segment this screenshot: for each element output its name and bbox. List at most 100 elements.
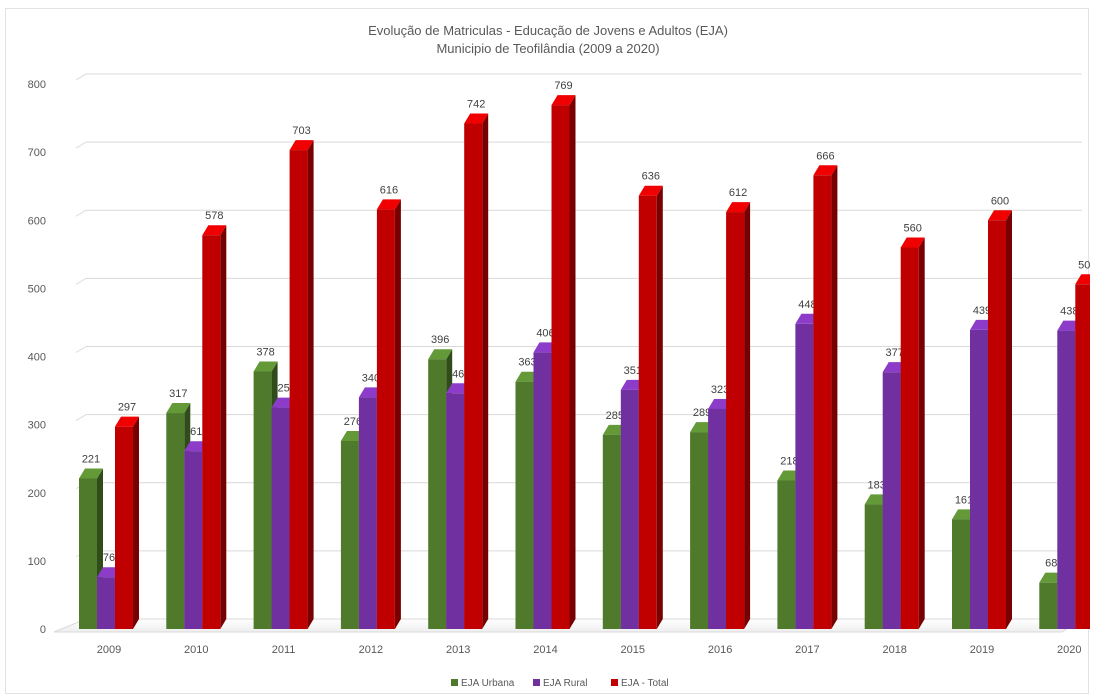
y-axis: 0 100 200 300 400 500 600 700 800 [28,79,46,636]
data-label: 448 [798,299,816,311]
bar-total-2011 [289,140,314,630]
y-tick-label: 700 [28,147,46,159]
bar-top [726,202,751,213]
data-label: 351 [624,365,642,377]
bar-top [428,349,453,360]
data-label: 363 [518,357,536,369]
bar-top [900,237,925,248]
data-label: 560 [904,223,922,235]
bar-front [900,247,919,629]
bar-total-2015 [638,185,663,629]
bar-top [376,199,401,210]
bar-front [166,413,185,629]
gridline-slant [75,209,87,217]
data-label: 396 [431,334,449,346]
bar-total-2010 [202,225,227,630]
bar-front [970,329,988,629]
data-label: 317 [169,388,187,400]
data-label: 636 [642,171,660,183]
bar-front [882,372,901,629]
bar-side [220,225,227,630]
gridline-slant [75,414,87,422]
data-label: 406 [536,327,554,339]
bar-side [918,237,925,629]
bar-front [1057,330,1076,629]
x-tick-label: 2012 [359,644,383,656]
bar-front [115,426,133,629]
chart-frame: Evolução de Matriculas - Educação de Jov… [5,8,1090,694]
data-label: 76 [103,552,115,564]
bar-front [271,407,290,629]
data-label: 438 [1060,306,1078,318]
bar-front [551,105,570,629]
legend-swatch [533,679,540,686]
y-tick-label: 100 [28,556,46,568]
bar-front [726,212,745,629]
legend: EJA Urbana EJA Rural EJA - Total [451,678,669,689]
y-tick-label: 600 [28,215,46,227]
data-label: 25 [277,383,289,395]
x-tick-label: 2016 [708,644,732,656]
data-label: 289 [693,407,711,419]
gridline-slant [75,277,87,285]
bar-side [307,140,314,630]
data-label: 600 [991,195,1009,207]
data-label: 297 [118,402,136,414]
y-tick-label: 500 [28,283,46,295]
data-label: 161 [955,494,973,506]
data-label: 340 [362,372,380,384]
y-tick-label: 0 [40,624,46,636]
bar-top [813,165,838,176]
x-tick-label: 2018 [882,644,906,656]
bar-total-2019 [988,210,1012,629]
bar-total-2016 [726,202,751,629]
bar-front [777,480,796,629]
bars: 221 76 297 317 61 578 378 25 703 276 340 616 396 46 74… [79,80,1090,630]
bar-top [79,468,103,479]
bar-total-2009 [115,416,139,629]
legend-item: EJA - Total [611,678,669,689]
bar-front [428,359,447,629]
data-label: 742 [467,99,485,111]
data-label: 506 [1078,259,1090,271]
data-label: 218 [780,455,798,467]
bar-front [515,381,534,629]
legend-swatch [611,679,618,686]
bar-top [115,416,139,427]
bar-front [340,440,359,629]
bar-side [482,113,489,629]
bar-front [97,577,115,629]
data-label: 377 [886,347,904,359]
bar-front [289,150,308,630]
bar-total-2012 [376,199,401,629]
x-tick-label: 2009 [97,644,121,656]
x-tick-label: 2020 [1057,644,1081,656]
y-tick-label: 300 [28,420,46,432]
bar-front [690,432,709,629]
data-label: 68 [1045,558,1057,570]
data-label: 666 [816,150,834,162]
y-tick-label: 200 [28,488,46,500]
bar-total-2013 [464,113,489,629]
bar-top [464,113,489,124]
legend-item: EJA Rural [533,678,587,689]
data-label: 378 [256,346,274,358]
bar-front [533,352,552,629]
legend-label: EJA Urbana [461,678,515,689]
data-label: 616 [380,184,398,196]
data-label: 285 [606,410,624,422]
y-tick-label: 800 [28,79,46,91]
bar-front [358,397,377,629]
bar-front [795,323,814,629]
bar-front [638,195,657,629]
bar-top [202,225,227,236]
bar-front [952,519,970,629]
legend-label: EJA - Total [621,678,669,689]
x-tick-label: 2010 [184,644,208,656]
data-label: 221 [82,453,100,465]
bar-front [253,371,272,629]
chart-title: Evolução de Matriculas - Educação de Jov… [368,23,728,38]
bar-top [988,210,1012,221]
data-label: 439 [973,305,991,317]
bar-side [1006,210,1012,629]
